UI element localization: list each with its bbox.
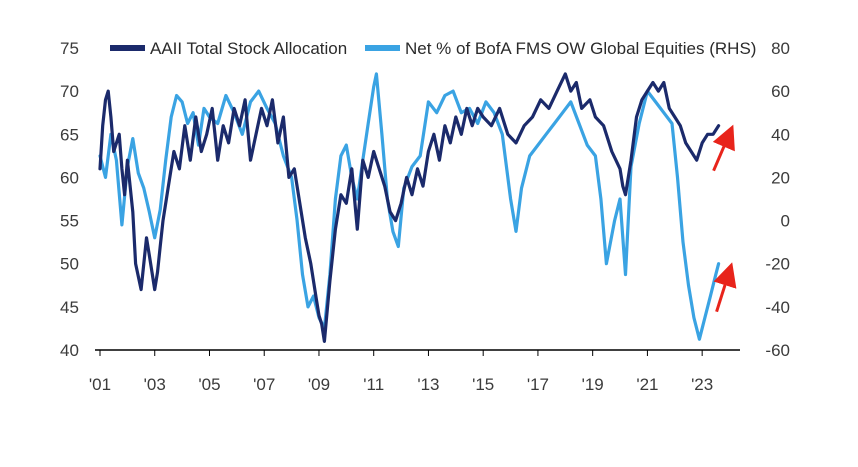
legend: AAII Total Stock Allocation Net % of Bof…	[110, 39, 756, 58]
y-right-tick-label: 20	[771, 168, 790, 187]
y-left-tick-label: 40	[60, 341, 79, 360]
x-tick-label: '15	[472, 375, 494, 394]
y-left-tick-label: 70	[60, 82, 79, 101]
y-left-tick-label: 50	[60, 255, 79, 274]
x-tick-label: '13	[417, 375, 439, 394]
y-right-tick-label: -40	[765, 298, 790, 317]
x-tick-label: '17	[527, 375, 549, 394]
y-right-tick-label: 0	[781, 212, 790, 231]
y-left-tick-label: 65	[60, 125, 79, 144]
series-lines	[98, 72, 721, 343]
series-line-bofa	[98, 72, 721, 341]
legend-label-bofa: Net % of BofA FMS OW Global Equities (RH…	[405, 39, 756, 58]
x-tick-label: '09	[308, 375, 330, 394]
x-tick-label: '07	[253, 375, 275, 394]
x-tick-label: '19	[582, 375, 604, 394]
y-left-tick-label: 75	[60, 39, 79, 58]
x-tick-label: '11	[363, 375, 384, 394]
y-left-tick-label: 45	[60, 298, 79, 317]
annotation-arrow-upper	[712, 124, 735, 172]
series-line-aaii	[98, 72, 721, 343]
axes: 75 70 65 60 55 50 45 40 80 60 40 20 0 -20 -40 -60 '01 '03…	[60, 39, 790, 394]
x-tick-label: '21	[636, 375, 658, 394]
y-right-tick-label: 60	[771, 82, 790, 101]
annotations	[712, 124, 737, 313]
y-left-tick-label: 60	[60, 168, 79, 187]
y-right-tick-label: 40	[771, 125, 790, 144]
x-tick-label: '23	[691, 375, 713, 394]
x-tick-label: '01	[89, 375, 111, 394]
x-tick-label: '05	[198, 375, 220, 394]
x-tick-label: '03	[144, 375, 166, 394]
y-left-tick-label: 55	[60, 212, 79, 231]
annotation-arrow-lower	[713, 262, 737, 313]
y-right-tick-label: -20	[765, 255, 790, 274]
y-right-tick-label: -60	[765, 341, 790, 360]
legend-label-aaii: AAII Total Stock Allocation	[150, 39, 347, 58]
y-right-tick-label: 80	[771, 39, 790, 58]
